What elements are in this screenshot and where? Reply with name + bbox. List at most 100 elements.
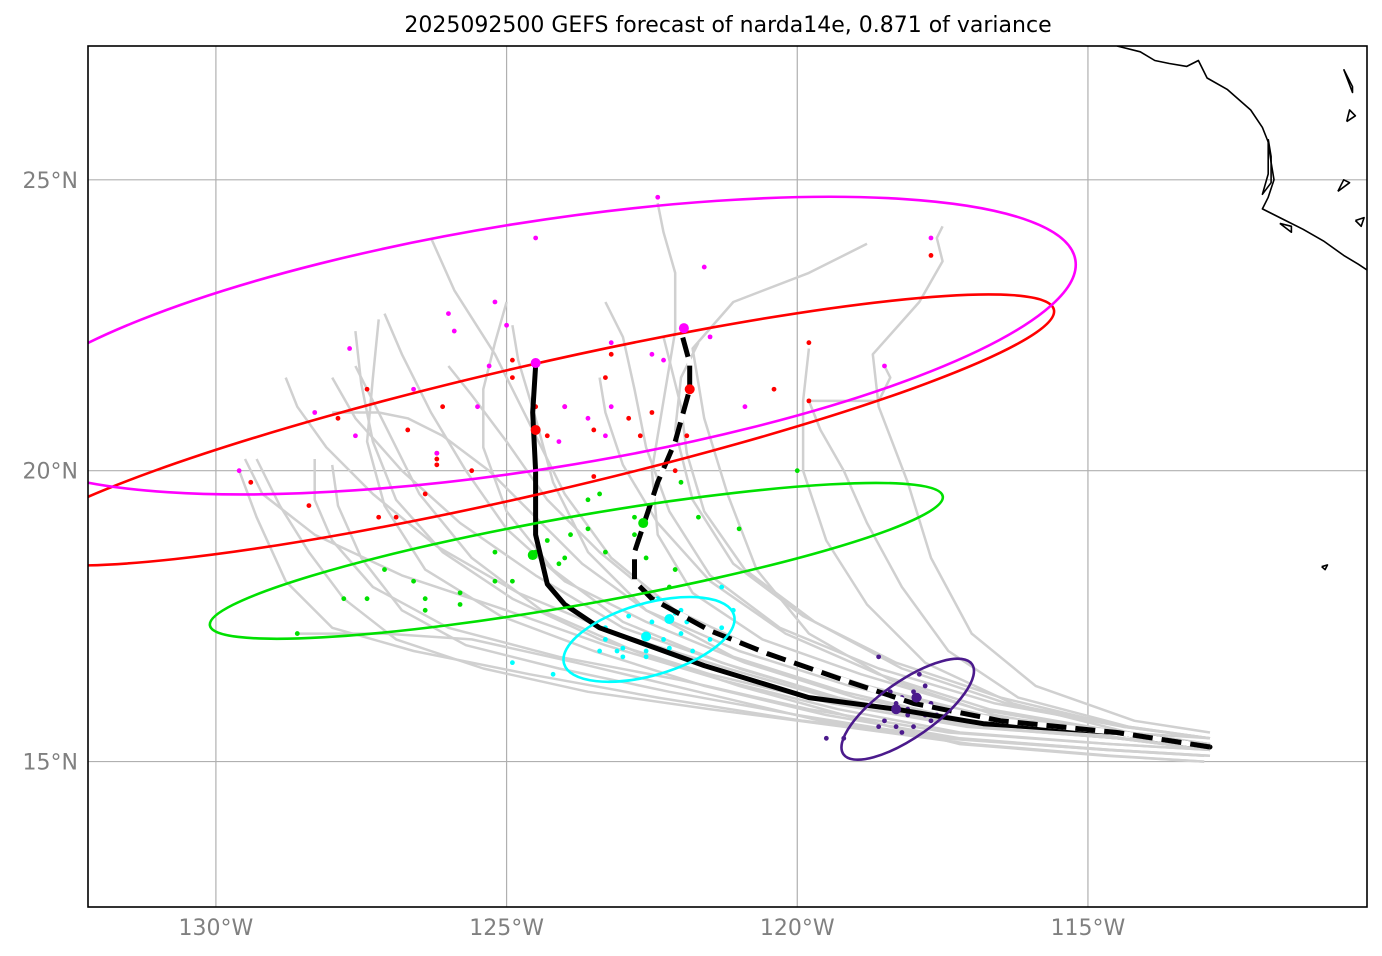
lead-time-dot — [440, 404, 446, 410]
lead-time-dot — [248, 479, 254, 485]
lead-time-dot — [928, 253, 934, 258]
lead-time-dot — [411, 386, 416, 392]
lead-time-dot — [637, 433, 643, 439]
coastline — [1116, 46, 1367, 271]
coastline — [1345, 109, 1357, 123]
lead-time-dot — [434, 450, 440, 456]
lead-time-dot — [620, 654, 626, 660]
mean-lead-time-marker — [678, 323, 689, 334]
lead-time-dot — [794, 468, 800, 474]
lead-time-dot — [696, 514, 701, 520]
lead-time-dot — [608, 340, 614, 346]
lead-time-dot — [678, 479, 684, 485]
ensemble-track — [330, 464, 1205, 757]
coastline — [1261, 138, 1272, 196]
lead-time-dot — [690, 648, 696, 654]
lead-time-dot — [632, 532, 637, 538]
lead-time-dot — [736, 526, 742, 532]
lead-time-dot — [306, 503, 312, 508]
lead-time-dot — [562, 404, 568, 410]
lead-time-dot — [882, 718, 887, 724]
x-tick-label: 125°W — [469, 916, 544, 941]
lead-time-dot — [742, 404, 748, 410]
lead-time-dot — [364, 596, 370, 602]
mean-track-dashed — [632, 330, 1211, 750]
lead-time-dot — [649, 619, 655, 625]
lead-time-dot — [236, 468, 242, 474]
map-frame — [87, 45, 1368, 908]
lead-time-dot — [678, 631, 684, 636]
lead-time-dot — [382, 567, 387, 572]
lead-time-dot — [411, 578, 416, 584]
ensemble-track — [429, 237, 1211, 740]
lead-time-dot — [475, 404, 480, 410]
lead-time-dot — [544, 538, 550, 543]
coastline — [1342, 68, 1354, 94]
lead-time-dot — [649, 410, 655, 415]
lead-time-dot — [626, 613, 632, 619]
uncertainty-ellipse — [840, 657, 976, 761]
lead-time-dot — [876, 724, 882, 730]
ensemble-track — [598, 377, 1211, 746]
lead-time-dot — [556, 561, 562, 567]
lead-time-dot — [620, 645, 626, 651]
ensemble-track — [354, 330, 1211, 752]
lead-time-dot — [603, 433, 608, 439]
lead-time-dot — [597, 648, 602, 654]
lead-time-dot — [585, 526, 591, 532]
lead-time-dot — [422, 596, 428, 602]
lead-time-dot — [916, 671, 922, 677]
x-tick-label: 120°W — [760, 916, 835, 941]
lead-time-dot — [672, 468, 678, 474]
lead-time-dot — [509, 578, 515, 584]
mean-lead-time-marker — [638, 518, 649, 529]
lead-time-dot — [643, 654, 649, 660]
ensemble-track — [604, 301, 1211, 740]
lead-time-dot — [928, 718, 934, 724]
ensemble-track — [662, 336, 1211, 740]
lead-time-dot — [591, 474, 597, 479]
lead-time-dot — [492, 549, 498, 555]
lead-time-dot — [666, 645, 672, 651]
lead-time-dot — [422, 491, 428, 497]
lead-time-dot — [707, 334, 713, 340]
lead-time-dot — [405, 427, 411, 433]
lead-time-dot — [643, 648, 649, 654]
lead-time-dot — [876, 654, 882, 660]
lead-time-dot — [585, 497, 591, 503]
ensemble-track — [871, 225, 1211, 734]
lead-time-dot — [672, 567, 678, 572]
lead-time-dot — [649, 351, 655, 357]
mean-lead-time-marker — [530, 424, 541, 435]
lead-time-dot — [661, 357, 666, 363]
mean-lead-time-marker — [911, 692, 922, 703]
lead-time-dot — [451, 328, 457, 334]
y-tick-label: 25°N — [23, 169, 78, 194]
lead-time-dot — [312, 410, 318, 415]
ensemble-track — [255, 458, 1205, 763]
uncertainty-ellipse — [208, 481, 945, 641]
lead-time-dot — [585, 415, 591, 421]
lead-time-dot — [614, 648, 620, 654]
lead-time-dot — [509, 660, 515, 666]
uncertainty-ellipse — [562, 595, 736, 684]
y-tick-label: 15°N — [23, 751, 78, 776]
lead-time-dot — [771, 386, 777, 392]
ensemble-track — [807, 365, 1211, 740]
lead-time-dot — [509, 357, 515, 363]
lead-time-dot — [446, 311, 451, 317]
lead-time-dot — [434, 456, 440, 462]
axis-labels: 130°W 125°W 120°W 115°W 15°N 20°N 25°N — [23, 169, 1126, 941]
mean-lead-time-marker — [891, 704, 902, 715]
y-tick-label: 20°N — [23, 460, 78, 485]
lead-time-dot — [806, 340, 812, 346]
lead-time-dot — [469, 468, 475, 474]
lead-time-dot — [922, 683, 928, 689]
lead-time-dot — [434, 462, 440, 468]
lead-time-dot — [882, 363, 887, 369]
lead-time-dot — [899, 730, 905, 735]
ensemble-track — [313, 459, 1211, 752]
mean-lead-time-marker — [641, 631, 652, 642]
lead-time-dot — [603, 636, 608, 642]
lead-time-dot — [597, 491, 602, 497]
